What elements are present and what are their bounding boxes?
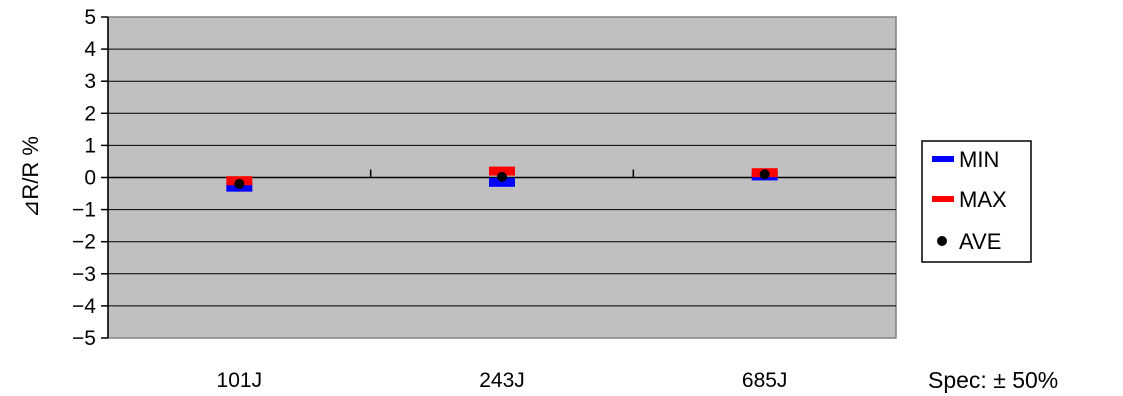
min-mark xyxy=(489,177,515,187)
ave-mark xyxy=(234,178,245,189)
y-tick-label: 1 xyxy=(84,134,96,157)
legend-label-ave: AVE xyxy=(959,229,1001,254)
y-tick-label: 0 xyxy=(84,167,96,190)
x-category-separators xyxy=(369,169,635,178)
legend-swatch-max xyxy=(932,196,954,202)
y-tick-label: −2 xyxy=(72,231,96,254)
legend-label-min: MIN xyxy=(959,147,999,172)
y-tick-label: 4 xyxy=(84,38,96,61)
y-tick-label: −3 xyxy=(72,263,96,286)
grid-lines xyxy=(108,48,896,307)
x-tick-labels: 101J 243J 685J xyxy=(217,369,788,392)
y-ticks: 5 4 3 2 1 0 −1 −2 −3 −4 −5 xyxy=(72,6,108,350)
legend-label-max: MAX xyxy=(959,187,1007,212)
data-marks xyxy=(226,166,778,192)
ave-mark xyxy=(759,169,770,180)
x-tick-label: 685J xyxy=(742,369,788,392)
max-mark xyxy=(489,166,515,176)
legend: MIN MAX AVE xyxy=(932,147,1007,254)
ave-mark xyxy=(497,171,507,182)
y-tick-label: −4 xyxy=(72,295,96,318)
y-tick-label: −5 xyxy=(72,327,96,350)
legend-swatch-min xyxy=(932,156,954,162)
y-tick-label: 3 xyxy=(84,70,96,93)
y-tick-label: −1 xyxy=(72,199,96,222)
x-tick-label: 101J xyxy=(217,369,263,392)
y-axis-label: ⊿R/R % xyxy=(18,136,43,218)
y-tick-label: 2 xyxy=(84,102,96,125)
y-tick-label: 5 xyxy=(84,6,96,29)
legend-swatch-ave xyxy=(937,236,947,246)
spec-annotation: Spec: ± 50% xyxy=(928,367,1058,393)
x-tick-label: 243J xyxy=(479,369,525,392)
